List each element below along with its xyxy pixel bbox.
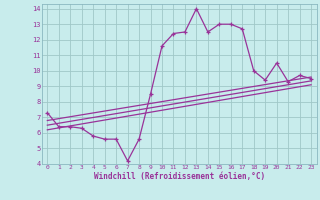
X-axis label: Windchill (Refroidissement éolien,°C): Windchill (Refroidissement éolien,°C) <box>94 172 265 181</box>
